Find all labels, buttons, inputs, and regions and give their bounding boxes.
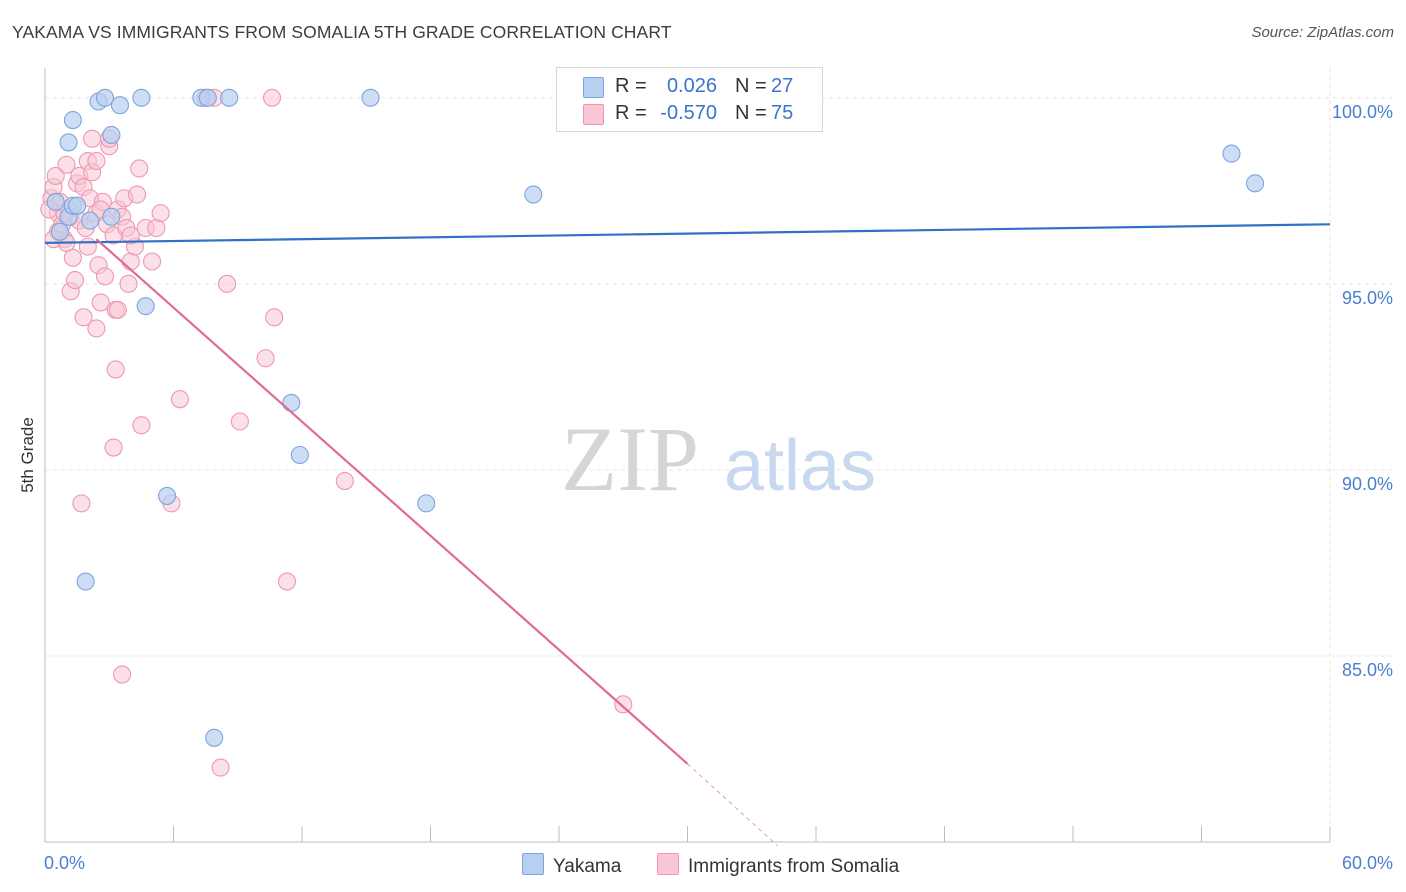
- point-yakama: [132, 88, 151, 107]
- point-somalia: [119, 274, 138, 293]
- point-yakama: [110, 96, 130, 115]
- y-tick-label: 85.0%: [1342, 660, 1393, 680]
- point-yakama: [102, 207, 121, 226]
- point-somalia: [277, 572, 297, 591]
- point-yakama: [68, 196, 87, 215]
- bottom-legend-swatch-somalia: [657, 853, 679, 875]
- point-yakama: [95, 88, 115, 107]
- point-yakama: [198, 88, 217, 107]
- trend-line-somalia-extension: [687, 763, 778, 847]
- source-label: Source: ZipAtlas.com: [1251, 24, 1394, 41]
- tick-labels: 100.0% 95.0% 90.0% 85.0% 0.0% 60.0%: [44, 102, 1393, 873]
- bottom-legend-yakama: Yakama: [522, 853, 621, 878]
- y-tick-label: 90.0%: [1342, 474, 1393, 494]
- point-somalia: [106, 360, 125, 379]
- point-somalia: [151, 204, 170, 223]
- y-tick-label: 100.0%: [1332, 102, 1393, 122]
- point-yakama: [1245, 174, 1265, 193]
- y-axis-label: 5th Grade: [18, 417, 37, 493]
- point-yakama: [50, 222, 70, 241]
- legend-swatch-somalia: [583, 104, 604, 125]
- point-somalia: [104, 438, 123, 457]
- point-somalia: [95, 267, 115, 286]
- point-somalia: [87, 151, 106, 171]
- watermark-atlas: atlas: [724, 426, 876, 506]
- point-somalia: [87, 319, 106, 338]
- point-yakama: [63, 111, 82, 130]
- point-somalia: [63, 248, 82, 267]
- point-somalia: [83, 129, 102, 148]
- point-yakama: [205, 728, 224, 747]
- point-somalia: [143, 252, 162, 271]
- point-somalia: [113, 665, 132, 684]
- trend-line-yakama: [44, 223, 1331, 244]
- series-somalia-points: [40, 88, 633, 777]
- point-yakama: [417, 494, 436, 513]
- point-yakama: [361, 88, 380, 107]
- point-somalia: [265, 308, 284, 327]
- point-somalia: [211, 758, 230, 777]
- point-somalia: [65, 271, 85, 290]
- point-yakama: [220, 88, 239, 107]
- point-somalia: [121, 226, 140, 245]
- point-somalia: [132, 416, 151, 435]
- point-yakama: [136, 297, 155, 316]
- chart-title: YAKAMA VS IMMIGRANTS FROM SOMALIA 5TH GR…: [12, 22, 672, 42]
- legend-r-label: R =: [615, 75, 647, 97]
- point-yakama: [158, 486, 177, 505]
- series-yakama-points: [46, 88, 1265, 747]
- point-yakama: [46, 192, 65, 212]
- grid-lines: [45, 68, 1392, 842]
- point-somalia: [57, 155, 76, 174]
- point-somalia: [74, 308, 93, 327]
- point-yakama: [102, 125, 121, 145]
- point-somalia: [614, 695, 633, 714]
- point-yakama: [76, 572, 95, 591]
- point-somalia: [78, 237, 97, 256]
- bottom-legend-somalia: Immigrants from Somalia: [657, 853, 899, 878]
- axes: [44, 68, 1331, 843]
- legend-row-somalia: R = -0.570 N = 75: [557, 100, 822, 126]
- bottom-legend-label-somalia: Immigrants from Somalia: [688, 856, 900, 877]
- point-somalia: [121, 252, 140, 271]
- point-somalia: [335, 471, 354, 491]
- point-somalia: [46, 166, 65, 185]
- legend-r-label: R =: [615, 102, 647, 124]
- point-somalia: [108, 300, 127, 319]
- point-somalia: [262, 88, 282, 107]
- point-somalia: [230, 412, 249, 431]
- point-somalia: [91, 293, 110, 312]
- point-yakama: [290, 445, 309, 465]
- watermark-zip: ZIP: [561, 408, 699, 510]
- y-tick-label: 95.0%: [1342, 288, 1393, 308]
- bottom-legend-label-yakama: Yakama: [553, 856, 622, 877]
- bottom-legend-swatch-yakama: [522, 853, 544, 875]
- point-somalia: [256, 349, 275, 368]
- point-somalia: [130, 159, 149, 178]
- point-somalia: [128, 185, 147, 204]
- point-yakama: [59, 133, 78, 152]
- legend-row-yakama: R = 0.026 N = 27: [557, 73, 822, 99]
- point-somalia: [147, 218, 166, 238]
- legend-n-label: N =: [735, 75, 767, 97]
- legend: R = 0.026 N = 27 R = -0.570 N = 75: [556, 67, 823, 132]
- legend-r-value-yakama: 0.026: [666, 75, 717, 97]
- legend-r-value-somalia: -0.570: [660, 102, 717, 124]
- x-tick-label-max: 60.0%: [1342, 853, 1393, 873]
- trend-line-somalia: [95, 238, 689, 765]
- point-somalia: [170, 390, 189, 409]
- point-yakama: [524, 185, 543, 204]
- legend-n-value-yakama: 27: [771, 75, 794, 97]
- legend-swatch-yakama: [583, 77, 604, 98]
- x-tick-label-min: 0.0%: [44, 853, 85, 873]
- legend-n-label: N =: [735, 102, 767, 124]
- trend-lines: [44, 223, 1331, 847]
- point-somalia: [217, 274, 237, 293]
- point-somalia: [72, 494, 91, 513]
- point-yakama: [80, 211, 100, 230]
- point-yakama: [1222, 144, 1241, 163]
- point-yakama: [282, 393, 301, 412]
- legend-n-value-somalia: 75: [771, 102, 794, 124]
